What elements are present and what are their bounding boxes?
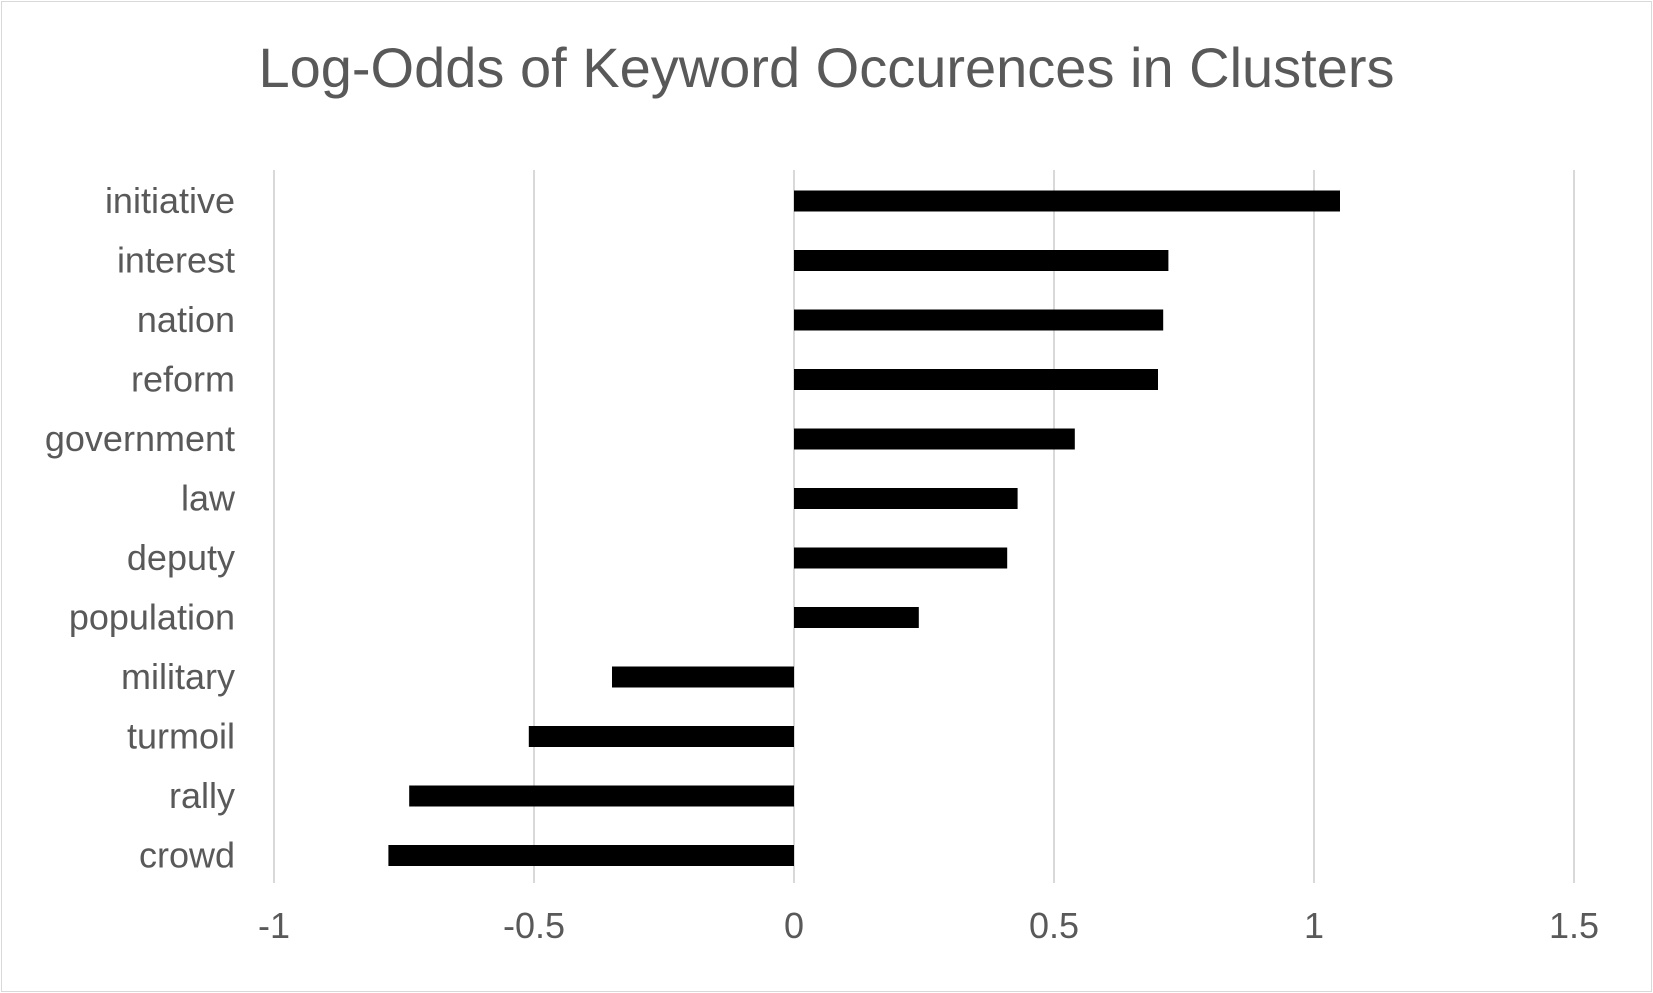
x-tick-label: 0.5 — [1029, 905, 1079, 946]
category-labels: initiative interest nation reform government… — [45, 180, 236, 876]
x-tick-label: -1 — [258, 905, 290, 946]
category-label: government — [45, 418, 235, 459]
category-label: crowd — [139, 835, 235, 876]
bar-government — [794, 428, 1075, 450]
bar-reform — [794, 369, 1158, 390]
category-label: law — [181, 478, 236, 519]
bar-deputy — [794, 547, 1008, 569]
category-label: population — [69, 597, 235, 638]
x-tick-label: 1.5 — [1549, 905, 1599, 946]
category-label: nation — [137, 299, 235, 340]
x-tick-label: 1 — [1304, 905, 1324, 946]
x-tick-label: -0.5 — [503, 905, 565, 946]
category-label: initiative — [105, 180, 235, 221]
bar-population — [794, 607, 919, 628]
category-label: turmoil — [127, 716, 235, 757]
bar-initiative — [794, 190, 1340, 212]
bar-crowd — [388, 845, 794, 866]
category-label: interest — [117, 240, 235, 281]
bar-military — [612, 666, 794, 688]
bar-turmoil — [528, 726, 794, 747]
category-label: reform — [131, 359, 235, 400]
category-label: military — [121, 656, 235, 697]
bar-interest — [794, 250, 1169, 271]
category-label: rally — [169, 775, 235, 816]
bar-law — [794, 488, 1018, 509]
chart-title: Log-Odds of Keyword Occurences in Cluste… — [258, 36, 1395, 99]
gridlines — [273, 170, 1575, 883]
x-tick-label: 0 — [784, 905, 804, 946]
bar-nation — [794, 309, 1164, 331]
category-label: deputy — [127, 537, 235, 578]
x-tick-labels: -1 -0.5 0 0.5 1 1.5 — [258, 905, 1599, 946]
bar-rally — [409, 785, 794, 807]
bars — [388, 190, 1340, 866]
